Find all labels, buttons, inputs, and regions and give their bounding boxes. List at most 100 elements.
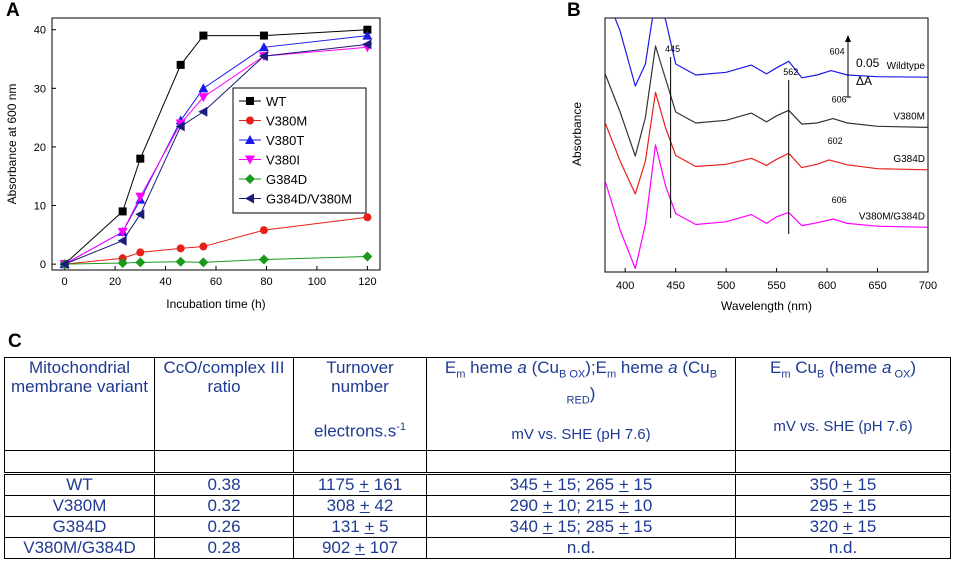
spectrum-name: Wildtype [887,61,926,72]
spectrum-wildtype [614,18,928,87]
chart-b-annotations: 445 562 0.05 ΔA [665,35,880,234]
data-point [135,192,146,202]
x-tick-label: 0 [62,276,68,288]
cell-em-cub: 350 + 15 [735,473,951,496]
data-point [363,213,372,222]
data-point [136,154,145,163]
chart-a-series [59,25,373,270]
spectrum-line [605,91,928,195]
cell-turnover: 1175 + 161 [293,473,427,496]
cell-variant: V380M/G384D [4,537,155,559]
table-row: G384D 0.26 131 + 5 340 + 15; 285 + 15 320 + … [4,516,951,538]
data-point [362,251,373,262]
legend-marker [245,174,255,184]
data-point [199,31,208,40]
legend-marker [245,193,254,204]
data-point [135,257,146,268]
legend-item: WT [239,94,286,109]
scale-bar-arrow [845,35,851,42]
cell-variant: WT [4,473,155,496]
y-axis-label: Absorbance [570,102,584,166]
data-point [362,39,372,50]
spectrum-name: V380M [893,111,925,122]
cell-turnover: 131 + 5 [293,516,427,538]
data-point [135,209,145,220]
data-point [175,121,185,132]
spectrum-v380m [605,45,928,157]
legend-marker [246,97,254,105]
data-point [363,25,372,34]
results-table: Mitochondrial membrane variant CcO/compl… [4,357,951,559]
cell-turnover: 902 + 107 [293,537,427,559]
legend-item: V380T [239,133,304,148]
data-point [176,60,185,69]
marker-label-562: 562 [783,67,798,77]
cell-em-cub: 295 + 15 [735,495,951,517]
legend-label: V380I [266,153,300,168]
data-point [258,42,269,52]
series-line [64,256,368,265]
chart-b-axes: 400 450 500 550 600 650 700 Wavelength (nm) Abso… [570,17,937,313]
cell-ratio: 0.38 [154,473,294,496]
data-point [258,254,269,265]
legend-item: G384D/V380M [239,192,352,207]
data-point [117,235,127,246]
legend-item: V380M [239,114,307,129]
data-point [258,51,268,62]
cell-em-heme-a: n.d. [426,537,736,559]
x-axis-label: Incubation time (h) [166,297,265,311]
legend-label: V380T [266,133,304,148]
spectrum-name: G384D [893,154,925,165]
marker-label-445: 445 [665,44,680,54]
data-point [198,93,209,103]
chart-b-frame [604,17,929,273]
legend-box [232,87,367,214]
cell-variant: G384D [4,516,155,538]
legend-marker [246,116,254,125]
table-row: V380M 0.32 308 + 42 290 + 10; 215 + 10 295 +… [4,495,951,517]
legend-item: G384D [239,172,307,187]
chart-b-series: Wildtype 604 V380M 606 G384D 602 V380M/G384D 60… [605,18,928,270]
cell-em-cub: 320 + 15 [735,516,951,538]
panel-letter-b: B [567,0,581,21]
legend-label: V380M [266,114,307,129]
panel-letter-c: C [8,331,22,352]
data-point [259,226,268,235]
chart-a-axes: 0 20 40 60 80 100 120 0 10 20 30 40 Incubation time … [5,17,381,311]
x-tick-label: 100 [308,276,326,288]
x-tick-label: 550 [767,280,785,292]
header-turnover: Turnover number electrons.s-1 [293,357,427,451]
peak-label: 602 [828,136,843,146]
spectrum-line [605,144,928,270]
data-point [136,248,145,257]
y-tick-label: 0 [40,259,46,271]
x-tick-label: 60 [210,276,222,288]
x-axis-label: Wavelength (nm) [721,299,812,313]
legend-item: V380I [239,153,300,168]
spectrum-v380m-g384d [605,144,928,270]
series-g384d-v380m [59,39,372,270]
x-tick-label: 700 [919,280,937,292]
legend-label: G384D/V380M [266,192,352,207]
data-point [117,227,128,237]
data-point [117,257,128,268]
x-tick-label: 400 [616,280,634,292]
x-tick-label: 450 [666,280,684,292]
table-header-row: Mitochondrial membrane variant CcO/compl… [4,357,951,451]
x-tick-label: 500 [717,280,735,292]
y-tick-label: 20 [34,142,46,154]
y-tick-label: 40 [34,25,46,37]
x-tick-label: 80 [260,276,272,288]
header-variant: Mitochondrial membrane variant [4,357,155,451]
x-tick-label: 600 [818,280,836,292]
spectrum-line [605,45,928,157]
data-point [198,106,208,117]
data-point [198,83,209,93]
legend-label: G384D [266,172,307,187]
table-spacer-row [4,450,951,474]
data-point [259,31,268,40]
spectrum-g384d [605,91,928,195]
data-point [175,256,186,267]
data-point [118,207,127,216]
header-em-heme-a: Em heme a (CuB OX);Em heme a (CuB RED) m… [426,357,736,451]
